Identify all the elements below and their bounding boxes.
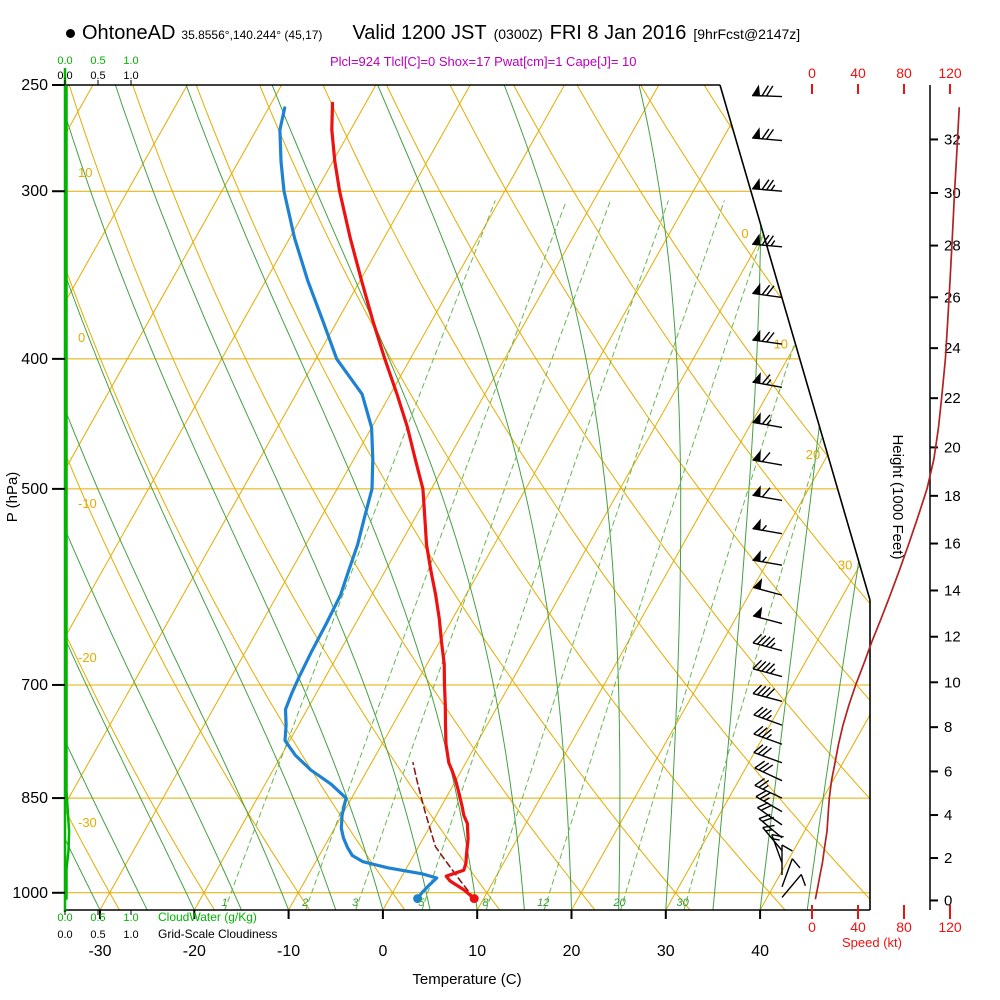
svg-text:20: 20 xyxy=(563,943,581,960)
svg-text:250: 250 xyxy=(21,77,48,94)
svg-text:0.0: 0.0 xyxy=(57,929,72,941)
svg-text:0: 0 xyxy=(78,330,85,345)
svg-text:5: 5 xyxy=(418,897,425,909)
svg-text:1: 1 xyxy=(221,897,227,909)
svg-text:1.0: 1.0 xyxy=(123,929,138,941)
svg-text:80: 80 xyxy=(896,919,912,935)
stability-indices: Plcl=924 Tlcl[C]=0 Shox=17 Pwat[cm]=1 Ca… xyxy=(330,54,637,69)
svg-text:12: 12 xyxy=(537,897,549,909)
svg-text:12: 12 xyxy=(944,629,961,646)
svg-text:10: 10 xyxy=(468,943,486,960)
temperature-curve xyxy=(330,101,476,901)
svg-text:24: 24 xyxy=(944,340,961,357)
svg-text:2: 2 xyxy=(944,850,952,867)
svg-text:-30: -30 xyxy=(78,815,97,830)
dewpoint-surface-dot xyxy=(413,894,423,904)
svg-text:0: 0 xyxy=(944,892,952,909)
svg-text:8: 8 xyxy=(944,719,952,736)
svg-text:0.5: 0.5 xyxy=(90,912,105,924)
chart-header: OhtoneAD 35.8556°,140.244° (45,17) Valid… xyxy=(66,22,807,45)
wind-speed-curve xyxy=(814,107,961,900)
svg-text:18: 18 xyxy=(944,488,961,505)
svg-text:1.0: 1.0 xyxy=(123,55,138,67)
svg-text:Speed (kt): Speed (kt) xyxy=(842,935,902,950)
svg-text:CloudWater (g/Kg): CloudWater (g/Kg) xyxy=(158,910,257,924)
svg-text:10: 10 xyxy=(78,165,92,180)
svg-text:80: 80 xyxy=(896,65,912,81)
svg-text:3: 3 xyxy=(352,897,359,909)
plot-frame xyxy=(63,68,871,912)
svg-text:20: 20 xyxy=(612,897,626,909)
cloudwater-profile xyxy=(65,85,71,900)
valid-time-z: (0300Z) xyxy=(493,26,543,42)
svg-text:22: 22 xyxy=(944,390,961,407)
svg-text:30: 30 xyxy=(838,557,852,572)
svg-text:Temperature (C): Temperature (C) xyxy=(412,971,521,988)
svg-text:2: 2 xyxy=(301,897,308,909)
pressure-axis: 250 300 400 500 700 850 1000 P (hPa) xyxy=(4,77,65,902)
svg-text:400: 400 xyxy=(21,351,48,368)
svg-text:30: 30 xyxy=(677,897,690,909)
svg-text:0: 0 xyxy=(378,943,387,960)
temperature-surface-dot xyxy=(469,894,479,904)
svg-text:0: 0 xyxy=(808,919,816,935)
temperature-axis: -30 -20 -10 0 10 20 30 40 Temperature (C) xyxy=(88,910,769,988)
svg-text:-20: -20 xyxy=(183,943,206,960)
svg-text:1.0: 1.0 xyxy=(123,70,138,82)
svg-text:40: 40 xyxy=(850,919,866,935)
svg-text:0: 0 xyxy=(741,226,748,241)
svg-text:-10: -10 xyxy=(78,496,97,511)
svg-text:30: 30 xyxy=(944,185,961,202)
svg-text:120: 120 xyxy=(938,65,962,81)
svg-text:40: 40 xyxy=(850,65,866,81)
svg-text:-20: -20 xyxy=(78,650,97,665)
svg-text:500: 500 xyxy=(21,481,48,498)
svg-text:14: 14 xyxy=(944,582,961,599)
station-name: OhtoneAD xyxy=(82,22,176,44)
svg-text:26: 26 xyxy=(944,289,961,306)
svg-text:0.5: 0.5 xyxy=(90,70,105,82)
svg-text:4: 4 xyxy=(944,807,952,824)
svg-text:-10: -10 xyxy=(277,943,300,960)
sounding-profiles xyxy=(65,85,479,904)
svg-text:40: 40 xyxy=(751,943,769,960)
svg-text:0.0: 0.0 xyxy=(57,70,72,82)
svg-text:16: 16 xyxy=(944,536,961,553)
svg-text:700: 700 xyxy=(21,677,48,694)
svg-text:30: 30 xyxy=(657,943,675,960)
svg-text:20: 20 xyxy=(806,447,820,462)
svg-text:300: 300 xyxy=(21,183,48,200)
dewpoint-curve xyxy=(278,106,439,901)
wind-barbs xyxy=(751,84,807,898)
svg-text:6: 6 xyxy=(944,763,952,780)
svg-text:P (hPa): P (hPa) xyxy=(4,472,21,523)
svg-text:1000: 1000 xyxy=(12,885,48,902)
parcel-curve xyxy=(412,761,476,900)
skewt-grid xyxy=(65,85,870,910)
svg-text:850: 850 xyxy=(21,790,48,807)
svg-text:Grid-Scale Cloudiness: Grid-Scale Cloudiness xyxy=(158,927,277,941)
station-marker-icon xyxy=(66,29,75,38)
svg-text:-30: -30 xyxy=(88,943,111,960)
svg-text:0: 0 xyxy=(808,65,816,81)
station-coords: 35.8556°,140.244° (45,17) xyxy=(181,28,323,42)
svg-text:0.5: 0.5 xyxy=(90,929,105,941)
forecast-note: [9hrFcst@2147z] xyxy=(693,26,801,42)
svg-text:Height (1000 Feet): Height (1000 Feet) xyxy=(889,434,906,559)
valid-date: FRI 8 Jan 2016 xyxy=(549,22,687,44)
valid-time: Valid 1200 JST xyxy=(352,22,487,44)
svg-text:8: 8 xyxy=(482,897,489,909)
svg-text:0.5: 0.5 xyxy=(90,55,105,67)
svg-text:0.0: 0.0 xyxy=(57,912,72,924)
svg-text:120: 120 xyxy=(938,919,962,935)
svg-text:20: 20 xyxy=(944,439,961,456)
svg-text:1.0: 1.0 xyxy=(123,912,138,924)
svg-text:10: 10 xyxy=(944,674,961,691)
svg-text:0.0: 0.0 xyxy=(57,55,72,67)
cloudwater-axis: 0.0 0.0 0.0 0.0 0.5 0.5 0.5 0.5 1.0 1.0 1.0 1.0 Clou… xyxy=(57,55,277,941)
